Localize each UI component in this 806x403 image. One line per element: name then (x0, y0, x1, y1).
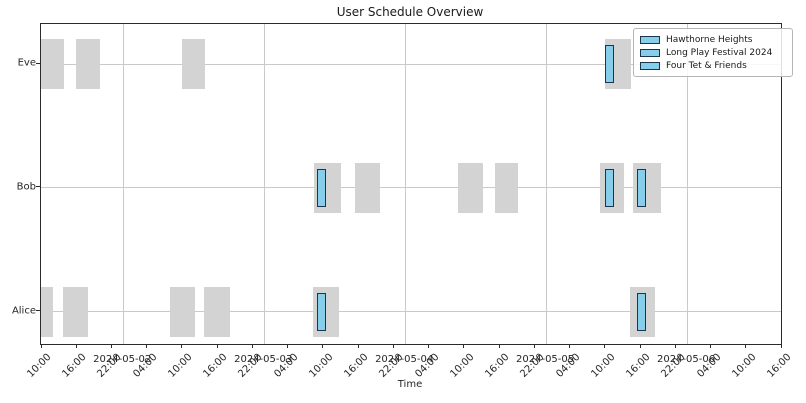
event-swatch-icon (640, 48, 660, 57)
x-tick-mark (498, 344, 500, 348)
x-tick-mark (569, 344, 571, 348)
x-axis-title: Time (397, 379, 423, 390)
availability-bar (63, 286, 88, 337)
x-tick-mark (780, 344, 782, 348)
x-tick-mark (710, 344, 712, 348)
y-tick-mark (36, 186, 40, 188)
grid-line-vertical (122, 24, 124, 344)
x-tick-mark (251, 344, 253, 348)
y-tick-label-user: Bob (16, 181, 36, 193)
grid-line-vertical (545, 24, 547, 344)
availability-bar (355, 162, 381, 213)
event-layer (41, 24, 781, 344)
x-tick-mark (357, 344, 359, 348)
y-tick-label-user: Alice (11, 305, 36, 316)
y-tick-mark (36, 62, 40, 64)
x-tick-mark (533, 344, 535, 348)
x-tick-mark (674, 344, 676, 348)
chart-title: User Schedule Overview (336, 5, 484, 19)
event-bar (604, 45, 614, 83)
availability-bar (76, 39, 100, 89)
tick-mark-layer (40, 24, 782, 348)
availability-bar (170, 286, 196, 337)
x-date-label: 2024-05-05 (516, 354, 575, 365)
legend-item: Hawthorne Heights (640, 33, 786, 46)
x-tick-mark (604, 344, 606, 348)
x-tick-mark (110, 344, 112, 348)
legend-label: Hawthorne Heights (666, 34, 753, 45)
event-bar (317, 168, 326, 207)
availability-bar (312, 286, 340, 337)
event-bar (604, 168, 614, 207)
x-tick-mark (75, 344, 77, 348)
x-tick-mark (463, 344, 465, 348)
x-tick-mark (392, 344, 394, 348)
grid-line-vertical (404, 24, 406, 344)
event-bar (637, 168, 646, 207)
grid-layer (41, 24, 781, 344)
legend-label: Four Tet & Friends (666, 60, 747, 71)
availability-bar (181, 39, 206, 89)
grid-line-horizontal (41, 63, 781, 65)
x-tick-mark (428, 344, 430, 348)
legend-item: Long Play Festival 2024 (640, 46, 786, 59)
y-tick-mark (36, 310, 40, 311)
x-tick-mark (639, 344, 641, 348)
grid-line-vertical (686, 24, 688, 344)
event-swatch-icon (640, 61, 660, 70)
x-tick-mark (745, 344, 747, 348)
availability-bar (457, 162, 483, 213)
x-tick-mark (322, 344, 324, 348)
x-tick-mark (287, 344, 289, 348)
legend-label: Long Play Festival 2024 (666, 47, 773, 58)
x-tick-mark (40, 344, 42, 348)
availability-bar (41, 39, 65, 89)
x-tick-mark (181, 344, 183, 348)
availability-bar (41, 286, 53, 337)
grid-line-horizontal (41, 187, 781, 189)
event-swatch-icon (640, 35, 660, 44)
x-date-label: 2024-05-06 (656, 354, 716, 365)
x-date-label: 2024-05-03 (234, 354, 293, 365)
x-date-label: 2024-05-04 (375, 354, 434, 365)
legend: Hawthorne Heights Long Play Festival 202… (633, 28, 793, 77)
grid-line-horizontal (41, 311, 781, 312)
availability-bar (494, 162, 519, 213)
y-tick-label-user: Eve (17, 57, 36, 69)
grid-line-vertical (263, 24, 265, 344)
legend-item: Four Tet & Friends (640, 59, 786, 72)
event-bar (637, 292, 646, 331)
x-tick-mark (146, 344, 148, 348)
x-date-label: 2024-05-02 (93, 354, 152, 365)
event-bar (317, 292, 326, 331)
availability-bar (203, 286, 231, 337)
x-tick-mark (216, 344, 218, 348)
